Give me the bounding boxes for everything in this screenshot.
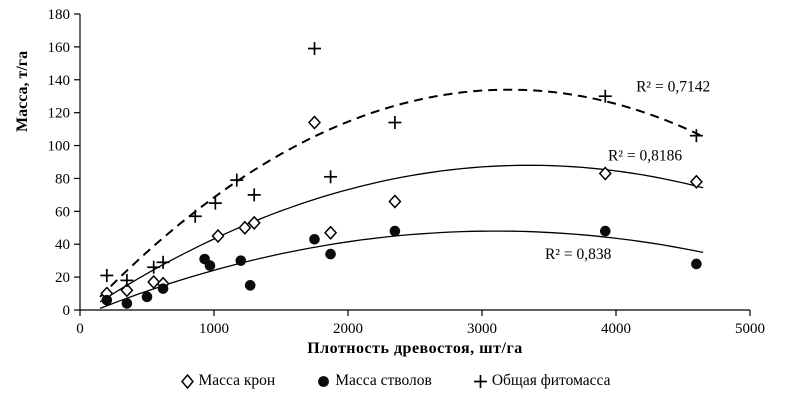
plus-marker-icon xyxy=(473,374,487,388)
legend: Масса крон Масса стволов Общая фитомасса xyxy=(0,372,789,390)
series-points-1 xyxy=(101,225,702,309)
y-tick-label: 0 xyxy=(63,303,71,319)
legend-item-stem-mass: Масса стволов xyxy=(315,372,432,390)
y-axis-title: Масса, т/га xyxy=(14,50,31,132)
x-tick-label: 4000 xyxy=(601,321,631,337)
legend-label-stem-mass: Масса стволов xyxy=(335,372,432,389)
trendline-2 xyxy=(99,88,704,298)
r2-label-1: R² = 0,838 xyxy=(545,246,612,263)
y-tick-label: 100 xyxy=(48,139,71,155)
y-tick-label: 160 xyxy=(48,40,71,56)
legend-item-total-phytomass: Общая фитомасса xyxy=(472,372,611,390)
y-tick-label: 20 xyxy=(55,270,70,286)
y-tick-label: 140 xyxy=(48,73,71,89)
x-tick-label: 3000 xyxy=(467,321,497,337)
x-tick-label: 1000 xyxy=(199,321,229,337)
trendline-0 xyxy=(99,164,704,303)
legend-item-crown-mass: Масса крон xyxy=(179,372,276,390)
r2-label-2: R² = 0,7142 xyxy=(636,78,710,95)
x-axis-title: Плотность древостоя, шт/га xyxy=(307,340,523,357)
y-tick-label: 40 xyxy=(55,237,70,253)
tick-labels: 0 1000 2000 3000 4000 5000 0 20 40 60 80 100 120 140 1… xyxy=(48,7,766,337)
y-tick-label: 180 xyxy=(48,7,71,23)
circle-marker-icon xyxy=(318,375,330,387)
r2-label-0: R² = 0,8186 xyxy=(608,147,682,164)
y-tick-label: 120 xyxy=(48,106,71,122)
axes xyxy=(74,13,751,316)
legend-label-total-phytomass: Общая фитомасса xyxy=(491,372,611,389)
y-tick-label: 60 xyxy=(55,204,70,220)
legend-label-crown-mass: Масса крон xyxy=(198,372,276,389)
series-points-0 xyxy=(100,115,703,301)
trendline-1 xyxy=(99,230,704,310)
diamond-marker-icon xyxy=(180,373,194,389)
series-points-2 xyxy=(100,42,703,287)
x-tick-label: 0 xyxy=(76,321,84,337)
x-tick-label: 5000 xyxy=(735,321,765,337)
y-tick-label: 80 xyxy=(55,171,70,187)
x-tick-label: 2000 xyxy=(333,321,363,337)
